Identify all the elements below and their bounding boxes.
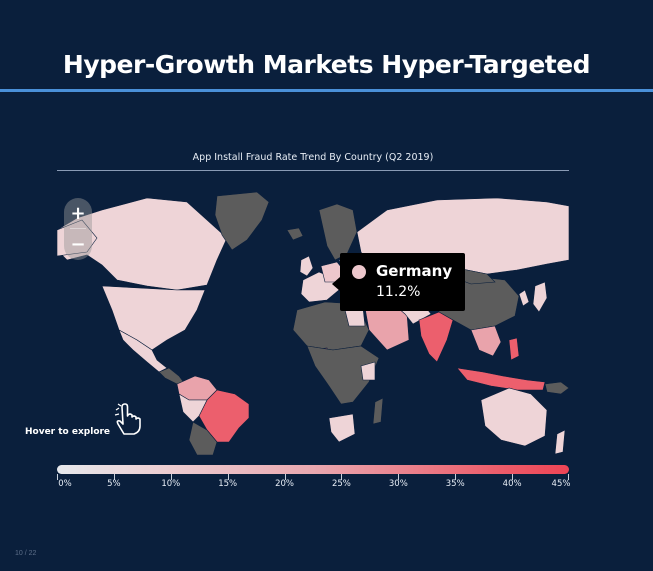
hover-hint: Hover to explore [25, 427, 111, 437]
legend-tick-label: 30% [388, 479, 408, 489]
country-usa[interactable] [101, 285, 206, 351]
legend-tick-label: 15% [218, 479, 238, 489]
legend-tick [568, 474, 569, 480]
legend-tick [113, 474, 115, 480]
country-madagascar[interactable] [372, 397, 384, 425]
tooltip-value: 11.2% [376, 284, 421, 300]
country-greenland[interactable] [214, 191, 270, 251]
region-scandinavia[interactable] [318, 203, 358, 261]
legend-tick [57, 474, 58, 480]
country-korea[interactable] [518, 289, 530, 307]
legend-tick-label: 25% [331, 479, 351, 489]
legend-tick [398, 474, 400, 480]
page-number: 10 / 22 [15, 550, 37, 557]
country-alaska[interactable] [57, 219, 98, 257]
country-indonesia[interactable] [456, 367, 546, 391]
tooltip-country: Germany [376, 262, 453, 280]
zoom-out-button[interactable]: − [64, 229, 92, 259]
country-japan[interactable] [532, 281, 548, 313]
legend-tick [284, 474, 286, 480]
legend-color-scale [57, 465, 569, 474]
zoom-divider [70, 228, 86, 229]
slide-title: Hyper-Growth Markets Hyper-Targeted [62, 50, 591, 79]
country-india[interactable] [418, 311, 454, 363]
legend-labels: 0% 5% 10% 15% 20% 25% 30% 35% 40% 45% [57, 479, 571, 491]
legend-tick [227, 474, 229, 480]
country-iceland[interactable] [286, 227, 304, 241]
country-brazil[interactable] [198, 389, 250, 443]
country-mexico[interactable] [118, 329, 168, 373]
country-south-africa[interactable] [328, 413, 356, 443]
country-new-zealand[interactable] [554, 429, 566, 455]
region-central-america[interactable] [158, 367, 186, 385]
subtitle-divider [57, 170, 569, 171]
country-canada[interactable] [57, 197, 228, 291]
title-divider [0, 89, 653, 92]
map-tooltip: Germany 11.2% [332, 253, 465, 311]
legend-tick-label: 40% [502, 479, 522, 489]
legend-tick [512, 474, 514, 480]
zoom-in-button[interactable]: + [64, 198, 92, 228]
zoom-control: + − [64, 198, 92, 260]
pointer-hand-icon [114, 403, 141, 435]
legend-tick [170, 474, 172, 480]
legend-tick-label: 0% [58, 479, 72, 489]
legend-tick-label: 20% [275, 479, 294, 489]
legend-ticks [57, 474, 569, 480]
region-southeast-asia[interactable] [470, 325, 502, 357]
map-subtitle: App Install Fraud Rate Trend By Country … [192, 152, 434, 163]
region-southern-cone[interactable] [188, 421, 218, 455]
world-map[interactable] [57, 190, 569, 455]
legend-tick-label: 5% [107, 479, 121, 489]
legend-tick-label: 10% [161, 479, 181, 489]
tooltip-color-dot [352, 265, 366, 279]
country-kenya[interactable] [360, 361, 376, 381]
country-uk[interactable] [299, 255, 314, 277]
country-peru[interactable] [178, 393, 208, 423]
country-philippines[interactable] [508, 337, 520, 361]
legend-tick [341, 474, 343, 480]
legend-tick-label: 45% [551, 479, 571, 489]
region-central-africa[interactable] [306, 345, 380, 405]
country-australia[interactable] [480, 387, 548, 447]
legend-tick [455, 474, 457, 480]
legend-tick-label: 35% [445, 479, 465, 489]
country-papua-new-guinea[interactable] [544, 381, 569, 395]
